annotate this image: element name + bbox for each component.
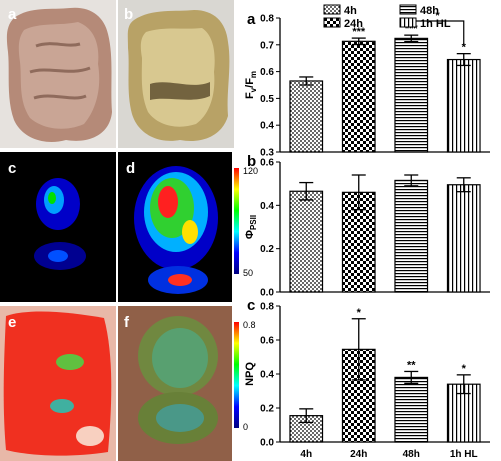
y-tick-label: 0.4 [260, 370, 274, 381]
colorbar-bottom [234, 322, 239, 428]
bar [341, 40, 376, 153]
photo-panel-a [0, 0, 116, 148]
photo-panel-b [118, 0, 234, 148]
y-tick-label: 0.8 [260, 302, 274, 313]
y-tick-label: 0.2 [260, 244, 274, 255]
y-axis-label: NPQ [244, 362, 256, 386]
panel-label-d: d [126, 160, 136, 177]
y-axis-label: ΦPSII [244, 215, 258, 239]
bar-charts: 0.30.40.50.60.70.8Fv/Fma*** *****0.00.20.… [244, 4, 490, 460]
chart-layer: 0.30.40.50.60.70.8Fv/Fma*** *****0.00.20.… [244, 4, 490, 460]
y-axis-label: Fv/Fm [244, 71, 258, 99]
chart-panel-label: c [247, 297, 255, 314]
legend-label: 24h [344, 18, 363, 30]
significance-label: * [357, 307, 362, 319]
panel-label-f: f [124, 314, 129, 331]
fluorescence-panel-d [118, 152, 232, 302]
panel-label-b: b [124, 6, 134, 23]
legend-label: 1h HL [420, 18, 451, 30]
map-panel-f [118, 306, 232, 461]
legend-label: 48h [420, 5, 439, 17]
panel-label-e: e [8, 314, 17, 331]
significance-label: * [462, 42, 467, 54]
bar [394, 37, 429, 153]
bar [394, 179, 429, 293]
colorbar-top-min: 50 [243, 268, 254, 278]
significance-label: ** [407, 359, 416, 371]
photo-a-graphic [6, 7, 113, 142]
bracket-label: * [435, 10, 440, 22]
fluorescence-d-graphic [134, 166, 218, 294]
y-tick-label: 0.8 [260, 14, 274, 25]
legend-swatch [399, 4, 417, 15]
colorbar-top [234, 168, 239, 274]
y-tick-label: 0.7 [260, 40, 274, 51]
y-tick-label: 0.4 [260, 201, 274, 212]
x-tick-label: 1h HL [450, 449, 478, 460]
y-tick-label: 0.5 [260, 94, 274, 105]
colorbar-bottom-min: 0 [243, 422, 249, 432]
x-tick-label: 24h [350, 449, 367, 460]
colorbar-top-max: 120 [243, 166, 259, 176]
y-tick-label: 0.0 [260, 438, 274, 449]
x-tick-label: 4h [300, 449, 312, 460]
legend-swatch [323, 17, 341, 28]
y-tick-label: 0.6 [260, 158, 274, 169]
bar [289, 190, 324, 293]
bar [446, 184, 481, 293]
y-tick-label: 0.4 [260, 121, 274, 132]
map-f-graphic [138, 316, 218, 444]
panel-label-a: a [8, 6, 17, 23]
y-tick-label: 0.2 [260, 404, 274, 415]
significance-label: *** [352, 26, 366, 38]
chart-panel-label: a [247, 11, 256, 28]
fluorescence-c-graphic [34, 178, 86, 270]
legend-label: 4h [344, 5, 357, 17]
y-tick-label: 0.6 [260, 67, 274, 78]
y-tick-label: 0.3 [260, 148, 274, 159]
panel-label-c: c [8, 160, 17, 177]
x-tick-label: 48h [403, 449, 420, 460]
significance-label: * [462, 363, 467, 375]
map-e-graphic [3, 311, 112, 456]
legend-swatch [323, 4, 341, 15]
fluorescence-panel-c [0, 152, 116, 302]
y-tick-label: 0.6 [260, 336, 274, 347]
bar [289, 80, 324, 153]
bar [394, 376, 429, 443]
map-panel-e [0, 306, 116, 461]
photo-b-graphic [127, 10, 230, 141]
bar [289, 415, 324, 443]
chart-panel-label: b [247, 153, 256, 170]
legend-swatch [399, 17, 417, 28]
colorbar-bottom-max: 0.8 [243, 320, 256, 330]
y-tick-label: 0.0 [260, 288, 274, 299]
bar [446, 58, 481, 153]
